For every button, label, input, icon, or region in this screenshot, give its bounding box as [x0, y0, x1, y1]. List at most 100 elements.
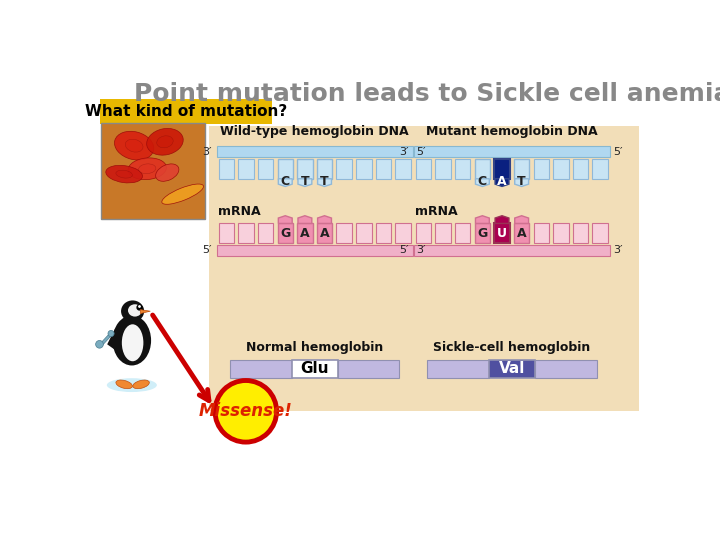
Circle shape: [215, 381, 276, 442]
Bar: [376, 159, 391, 179]
Ellipse shape: [125, 139, 143, 152]
Bar: [495, 159, 510, 179]
Ellipse shape: [147, 129, 183, 155]
Bar: [415, 159, 431, 179]
Polygon shape: [298, 215, 312, 224]
Ellipse shape: [107, 378, 157, 392]
Bar: [238, 159, 253, 179]
Text: C: C: [281, 175, 290, 188]
Polygon shape: [140, 309, 150, 314]
Bar: [336, 159, 352, 179]
Ellipse shape: [132, 380, 149, 389]
Bar: [414, 245, 610, 256]
Ellipse shape: [108, 330, 114, 336]
Text: T: T: [300, 175, 309, 188]
Polygon shape: [279, 215, 292, 224]
Bar: [495, 224, 510, 244]
Text: 5′: 5′: [613, 147, 623, 157]
Text: G: G: [477, 227, 487, 240]
Bar: [436, 224, 451, 244]
Polygon shape: [298, 179, 312, 186]
Bar: [317, 159, 332, 179]
Bar: [489, 360, 535, 378]
Bar: [297, 224, 312, 244]
Bar: [436, 159, 451, 179]
Text: A: A: [320, 227, 329, 240]
Polygon shape: [495, 179, 509, 186]
Ellipse shape: [128, 158, 166, 180]
Bar: [573, 159, 588, 179]
Bar: [455, 159, 470, 179]
Bar: [338, 360, 400, 378]
Text: A: A: [517, 227, 526, 240]
Text: What kind of mutation?: What kind of mutation?: [85, 104, 287, 119]
Text: Val: Val: [499, 361, 525, 376]
Text: Mutant hemoglobin DNA: Mutant hemoglobin DNA: [426, 125, 598, 138]
Text: Sickle-cell hemoglobin: Sickle-cell hemoglobin: [433, 341, 590, 354]
Bar: [219, 159, 234, 179]
Ellipse shape: [116, 380, 132, 389]
Bar: [414, 146, 610, 157]
Bar: [535, 360, 597, 378]
Text: T: T: [518, 175, 526, 188]
Bar: [336, 224, 352, 244]
Text: A: A: [300, 227, 310, 240]
Bar: [395, 159, 411, 179]
Polygon shape: [515, 215, 528, 224]
Text: Glu: Glu: [300, 361, 329, 376]
Bar: [297, 159, 312, 179]
Bar: [553, 159, 569, 179]
FancyBboxPatch shape: [87, 60, 651, 485]
Text: 5′: 5′: [202, 245, 212, 255]
Bar: [356, 224, 372, 244]
Text: mRNA: mRNA: [218, 205, 261, 218]
Ellipse shape: [128, 304, 142, 316]
Polygon shape: [475, 215, 490, 224]
Bar: [292, 360, 338, 378]
Bar: [238, 224, 253, 244]
Bar: [395, 224, 411, 244]
Bar: [258, 159, 274, 179]
Text: mRNA: mRNA: [415, 205, 458, 218]
Ellipse shape: [116, 170, 132, 178]
Ellipse shape: [139, 164, 156, 174]
FancyBboxPatch shape: [99, 99, 272, 124]
Ellipse shape: [157, 136, 174, 148]
Polygon shape: [495, 215, 509, 224]
Ellipse shape: [162, 184, 204, 204]
Bar: [217, 245, 413, 256]
Bar: [534, 224, 549, 244]
Polygon shape: [318, 179, 331, 186]
Bar: [474, 224, 490, 244]
Bar: [514, 159, 529, 179]
Text: C: C: [478, 175, 487, 188]
Ellipse shape: [114, 131, 154, 160]
Text: G: G: [280, 227, 290, 240]
Text: Point mutation leads to Sickle cell anemia: Point mutation leads to Sickle cell anem…: [134, 82, 720, 106]
Polygon shape: [107, 329, 118, 352]
Ellipse shape: [121, 300, 144, 322]
Text: 3′: 3′: [613, 245, 623, 255]
Bar: [455, 224, 470, 244]
Bar: [278, 159, 293, 179]
Bar: [534, 159, 549, 179]
Polygon shape: [100, 333, 112, 345]
Ellipse shape: [156, 164, 179, 181]
Bar: [258, 224, 274, 244]
Text: Wild-type hemoglobin DNA: Wild-type hemoglobin DNA: [220, 125, 409, 138]
Bar: [356, 159, 372, 179]
Bar: [101, 123, 205, 219]
Polygon shape: [475, 179, 490, 186]
Bar: [593, 159, 608, 179]
Text: 3′: 3′: [416, 245, 426, 255]
Text: U: U: [497, 227, 507, 240]
Bar: [376, 224, 391, 244]
Bar: [553, 224, 569, 244]
Text: 3′: 3′: [202, 147, 212, 157]
Bar: [427, 360, 489, 378]
Bar: [230, 360, 292, 378]
Text: Missense!: Missense!: [199, 402, 293, 420]
Text: Normal hemoglobin: Normal hemoglobin: [246, 341, 383, 354]
Text: 5′: 5′: [400, 245, 409, 255]
Bar: [573, 224, 588, 244]
